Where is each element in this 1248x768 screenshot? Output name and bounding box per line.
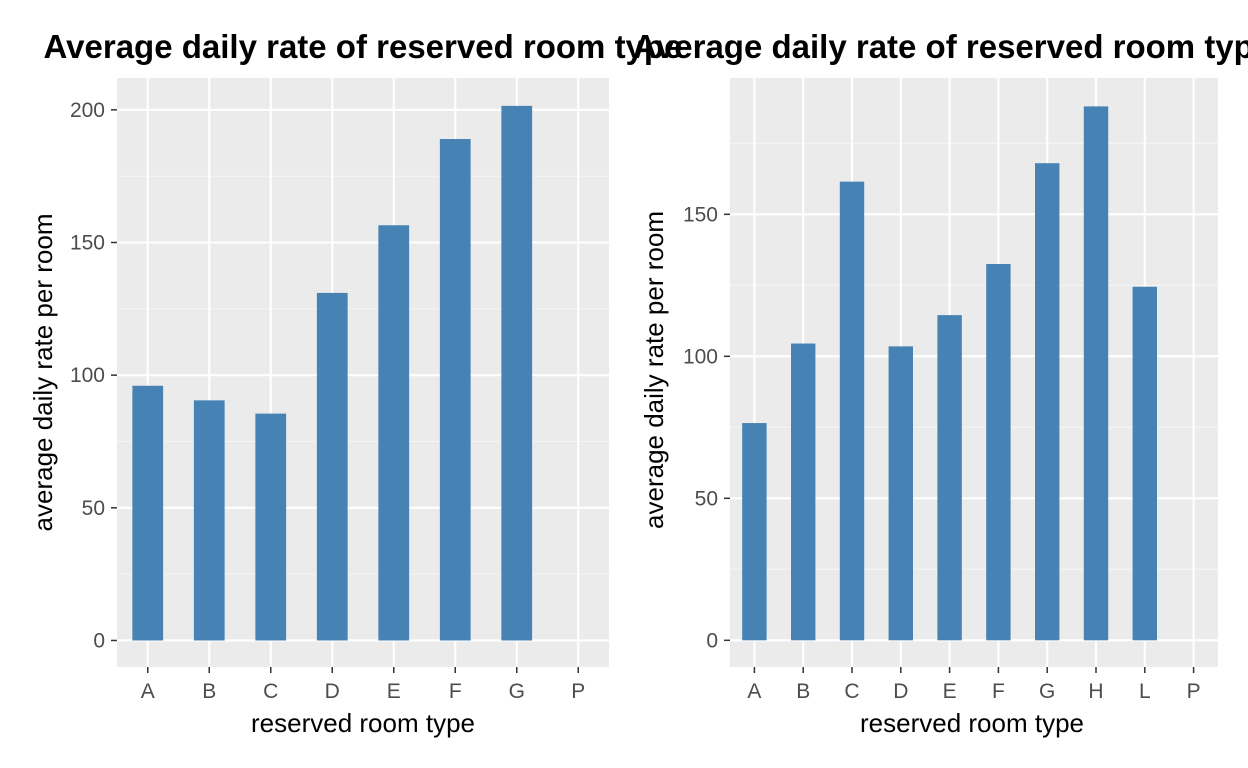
left-y-ticks: 0 50 100 150 200 <box>70 99 117 652</box>
right-x-tick-label-H: H <box>1088 680 1103 703</box>
right-x-axis-label: reserved room type <box>860 708 1084 738</box>
left-y-tick-label: 200 <box>70 99 105 122</box>
left-x-tick-label-D: D <box>325 680 340 703</box>
left-x-tick-label-F: F <box>449 680 462 703</box>
left-y-tick-label: 50 <box>82 497 105 520</box>
right-x-tick-label-L: L <box>1139 680 1151 703</box>
left-bar-B <box>193 400 225 641</box>
right-bar-A <box>742 423 767 641</box>
left-x-tick-label-E: E <box>387 680 401 703</box>
left-y-axis-label: average daily rate per room <box>28 214 58 532</box>
right-bar-B <box>791 343 816 641</box>
left-x-tick-label-P: P <box>571 680 585 703</box>
right-y-tick-label: 50 <box>695 487 718 510</box>
right-y-ticks: 0 50 100 150 <box>683 203 730 652</box>
left-plot-panel <box>117 78 609 667</box>
right-bar-C <box>839 181 865 641</box>
right-x-tick-label-P: P <box>1187 680 1201 703</box>
left-x-tick-label-G: G <box>509 680 525 703</box>
right-bar-H <box>1083 106 1109 641</box>
right-y-tick-label: 0 <box>706 629 718 652</box>
right-y-tick-label: 150 <box>683 203 718 226</box>
right-y-axis-label: average daily rate per room <box>639 211 669 529</box>
left-x-tick-label-C: C <box>263 680 278 703</box>
left-x-tick-label-A: A <box>141 680 155 703</box>
right-x-tick-label-C: C <box>844 680 859 703</box>
left-y-tick-label: 100 <box>70 364 105 387</box>
left-bar-A <box>132 385 164 641</box>
left-x-axis-label: reserved room type <box>251 708 475 738</box>
right-bar-L <box>1132 286 1157 641</box>
right-bar-D <box>888 346 913 641</box>
left-chart-title: Average daily rate of reserved room type <box>44 28 683 65</box>
left-plot: 0 50 100 150 200 A B C D E F G P reserved room type… <box>28 78 609 738</box>
left-bar-D <box>316 292 348 641</box>
right-x-tick-label-A: A <box>747 680 761 703</box>
left-y-tick-label: 0 <box>93 629 105 652</box>
right-x-tick-label-F: F <box>992 680 1005 703</box>
right-x-tick-label-G: G <box>1039 680 1055 703</box>
right-bars <box>742 106 1157 641</box>
right-y-tick-label: 100 <box>683 345 718 368</box>
right-chart-title: Average daily rate of reserved room type… <box>633 28 1248 65</box>
left-bar-E <box>378 225 410 641</box>
right-bar-G <box>1035 163 1060 641</box>
left-bar-F <box>439 139 471 641</box>
left-bars <box>132 105 533 641</box>
right-bar-E <box>937 315 962 641</box>
right-x-tick-label-E: E <box>943 680 957 703</box>
left-x-tick-label-B: B <box>202 680 216 703</box>
left-y-tick-label: 150 <box>70 231 105 254</box>
right-bar-F <box>986 264 1011 641</box>
right-x-tick-label-D: D <box>893 680 908 703</box>
right-x-tick-label-B: B <box>796 680 810 703</box>
left-bar-G <box>501 105 533 641</box>
left-bar-C <box>255 413 287 641</box>
